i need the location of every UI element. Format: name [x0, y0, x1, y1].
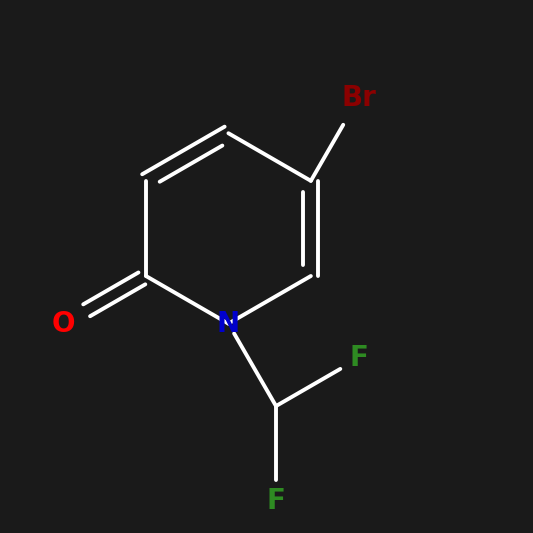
Text: N: N	[217, 310, 240, 337]
Text: F: F	[349, 344, 368, 373]
Text: F: F	[266, 487, 286, 515]
Text: Br: Br	[341, 84, 376, 112]
Text: O: O	[52, 310, 75, 337]
